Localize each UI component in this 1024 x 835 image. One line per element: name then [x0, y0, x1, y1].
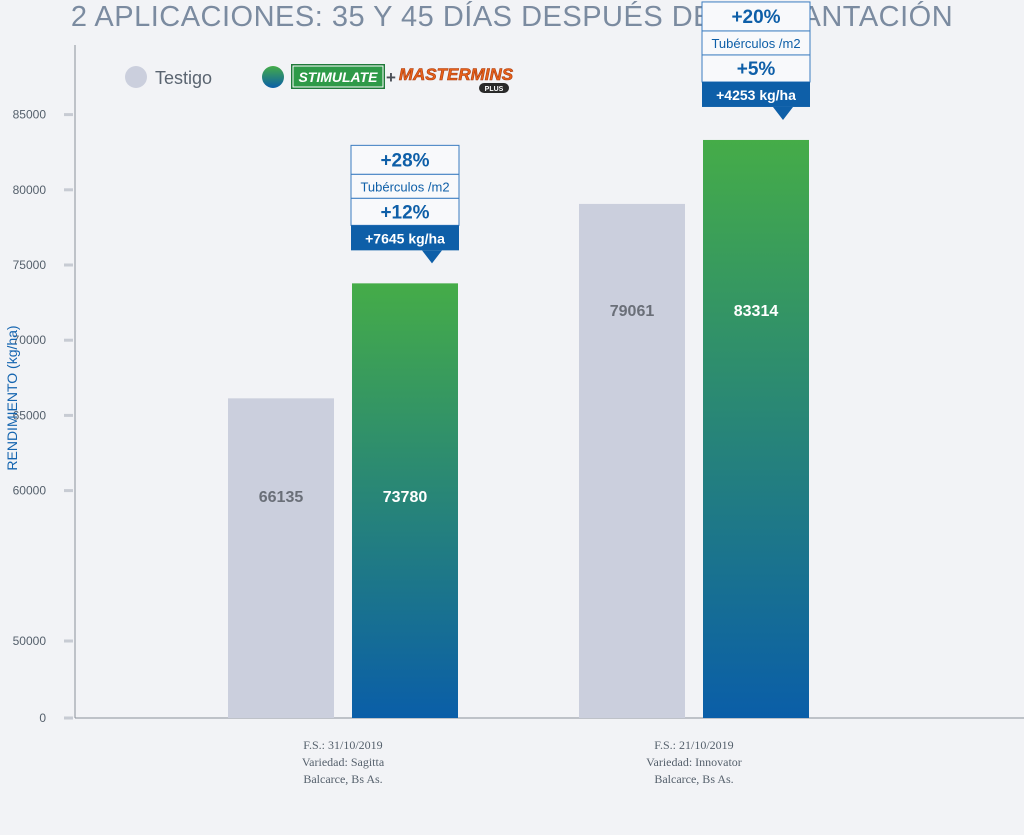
legend-testigo-swatch — [125, 66, 147, 88]
callout-box: +28% Tubérculos /m2 +12% +7645 kg/ha — [350, 144, 460, 264]
callout-tuberculos-label: Tubérculos /m2 — [360, 179, 449, 194]
y-tick-label: 75000 — [13, 258, 47, 272]
bar-value-label: 79061 — [610, 303, 655, 320]
callout-tuberculos-pct: +20% — [731, 7, 780, 28]
y-tick-label: 50000 — [13, 634, 47, 648]
x-category-label: F.S.: 21/10/2019 — [654, 738, 733, 752]
callout-box: +20% Tubérculos /m2 +5% +4253 kg/ha — [701, 1, 811, 120]
callout-yield-pct: +12% — [380, 202, 429, 223]
x-category-label: Balcarce, Bs As. — [654, 772, 733, 786]
legend-testigo-label: Testigo — [155, 68, 212, 88]
bar-value-label: 83314 — [734, 303, 779, 320]
callout-tuberculos-pct: +28% — [380, 150, 429, 171]
callout-yield-pct: +5% — [737, 59, 776, 80]
mastermins-plus-badge — [479, 83, 509, 93]
callout-dark-cell — [702, 81, 810, 107]
callout-yield-kg: +7645 kg/ha — [365, 230, 445, 246]
callout-cell — [350, 173, 460, 199]
callout-yield-kg: +4253 kg/ha — [716, 87, 796, 103]
y-tick-label: 85000 — [13, 108, 47, 122]
y-tick-label: 0 — [39, 711, 46, 725]
callout-tuberculos-label: Tubérculos /m2 — [711, 36, 800, 51]
bar-treatment — [703, 139, 809, 718]
mastermins-logo-text: MASTERMINS — [399, 65, 514, 84]
callout-cell — [701, 30, 811, 56]
x-category-label: Variedad: Sagitta — [302, 755, 385, 769]
x-category-label: Variedad: Innovator — [646, 755, 742, 769]
stimulate-logo-text: STIMULATE — [298, 69, 378, 85]
callout-cell — [350, 197, 460, 226]
mastermins-plus-text: PLUS — [485, 86, 504, 93]
bar-testigo — [228, 398, 334, 718]
x-category-label: F.S.: 31/10/2019 — [303, 738, 382, 752]
bar-value-label: 73780 — [383, 489, 428, 506]
bar-value-label: 66135 — [259, 489, 304, 506]
callout-dark-cell — [351, 225, 459, 251]
callout-pointer — [422, 250, 442, 264]
y-axis-title: RENDIMIENTO (kg/ha) — [4, 325, 20, 470]
y-tick-label: 65000 — [13, 408, 47, 422]
callout-cell — [350, 144, 460, 175]
callout-cell — [701, 54, 811, 83]
legend-plus: + — [386, 68, 396, 87]
bar-treatment — [352, 283, 458, 718]
legend-treatment-swatch — [262, 66, 284, 88]
y-tick-label: 60000 — [13, 484, 47, 498]
bar-testigo — [579, 203, 685, 719]
y-tick-label: 70000 — [13, 333, 47, 347]
callout-pointer — [773, 106, 793, 120]
y-tick-label: 80000 — [13, 183, 47, 197]
callout-cell — [701, 1, 811, 32]
stimulate-logo-inner — [292, 65, 384, 88]
x-category-label: Balcarce, Bs As. — [303, 772, 382, 786]
